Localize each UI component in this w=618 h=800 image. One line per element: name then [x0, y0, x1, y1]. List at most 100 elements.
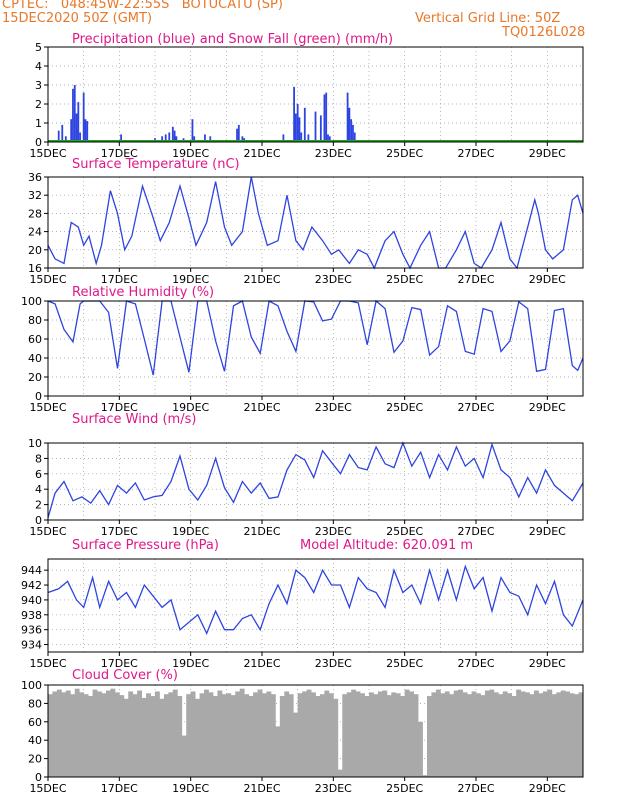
x-tick-label: 17DEC [101, 401, 138, 414]
precip-bar [298, 117, 301, 142]
y-tick-label: 60 [28, 333, 42, 346]
x-tick-label: 27DEC [457, 147, 494, 160]
cloud-bar [369, 692, 374, 777]
x-tick-label: 23DEC [315, 273, 352, 286]
cloud-bar [186, 694, 192, 777]
cloud-bar [65, 690, 71, 777]
y-tick-label: 16 [28, 262, 42, 275]
y-tick-label: 20 [28, 371, 42, 384]
x-tick-label: 23DEC [315, 147, 352, 160]
cloud-bar [177, 696, 183, 777]
y-tick-label: 944 [21, 564, 42, 577]
cloud-bar [159, 698, 165, 777]
x-tick-label: 27DEC [457, 657, 494, 670]
cloud-bar [426, 696, 432, 777]
panel-title: Surface Pressure (hPa) [72, 538, 219, 553]
cloud-bar [288, 694, 294, 777]
cloud-bar [560, 690, 566, 777]
cloud-bar [574, 694, 579, 777]
x-tick-label: 17DEC [101, 273, 138, 286]
panel-1: 16 20 24 28 32 36 15DEC 17DEC 19DEC 21DEC 23DEC 25D… [28, 157, 584, 286]
cloud-bar [538, 693, 544, 777]
y-tick-label: 36 [28, 171, 42, 184]
y-tick-label: 3 [35, 79, 42, 92]
y-tick-label: 0 [35, 514, 42, 527]
cloud-bar [377, 691, 383, 777]
cloud-bar [302, 691, 307, 777]
y-tick-label: 20 [28, 244, 42, 257]
x-tick-label: 15DEC [29, 401, 66, 414]
y-tick-label: 32 [28, 189, 42, 202]
cloud-bar [489, 689, 495, 777]
cloud-bar [467, 694, 472, 777]
cloud-bar [364, 696, 370, 777]
panel-title: Surface Temperature (nC) [72, 157, 240, 172]
cloud-bar [386, 695, 392, 777]
y-tick-label: 936 [21, 624, 42, 637]
cloud-bar [217, 690, 223, 777]
cloud-bar [346, 692, 352, 777]
panel-title: Cloud Cover (%) [72, 668, 178, 683]
x-tick-label: 19DEC [172, 657, 209, 670]
precip-bar [293, 86, 295, 142]
x-tick-label: 27DEC [457, 525, 494, 538]
precip-bar [64, 136, 67, 142]
cloud-bar [172, 689, 178, 777]
panel-frame [47, 300, 584, 397]
y-tick-label: 100 [21, 679, 42, 692]
panel-frame [47, 558, 584, 653]
y-tick-label: 24 [28, 226, 42, 239]
cloud-bar [150, 696, 156, 777]
cloud-bar [79, 692, 85, 777]
precip-bar [282, 134, 285, 142]
cloud-bar [212, 696, 218, 777]
y-tick-label: 4 [35, 483, 42, 496]
cloud-bar [101, 693, 107, 777]
cloud-bar [70, 694, 76, 777]
x-tick-label: 17DEC [101, 782, 138, 795]
cloud-bar [337, 769, 343, 777]
precip-bar [346, 92, 349, 142]
x-tick-label: 29DEC [529, 401, 566, 414]
precip-bar [327, 134, 329, 142]
y-tick-label: 10 [28, 437, 42, 450]
cloud-bar [226, 693, 232, 777]
cloud-bar [132, 694, 138, 777]
cloud-bar [297, 693, 303, 777]
cloud-bar [248, 696, 254, 777]
panel-frame [47, 684, 584, 778]
y-tick-label: 100 [21, 295, 42, 308]
cloud-bar [422, 775, 428, 777]
x-tick-label: 15DEC [29, 525, 66, 538]
cloud-bar [507, 693, 513, 777]
cloud-bar [155, 691, 160, 777]
cloud-bar [471, 691, 477, 777]
cloud-bar [542, 691, 548, 777]
y-tick-label: 60 [28, 716, 42, 729]
series-line [47, 299, 584, 376]
cloud-bar [56, 689, 62, 777]
cloud-bar [168, 692, 174, 777]
cloud-bar [533, 690, 539, 777]
cloud-bar [373, 694, 379, 777]
cloud-bar [83, 694, 89, 777]
precip-bar [350, 119, 353, 142]
cloud-bar [284, 691, 290, 777]
precip-bar [303, 107, 306, 142]
cloud-bar [516, 689, 521, 777]
series-line [47, 564, 584, 636]
x-tick-label: 29DEC [529, 273, 566, 286]
cloud-bar [74, 688, 80, 777]
y-tick-label: 8 [35, 452, 42, 465]
cloud-bar [181, 735, 187, 777]
cloud-bar [400, 696, 406, 777]
x-tick-label: 23DEC [315, 657, 352, 670]
cloud-bar [333, 698, 339, 777]
x-tick-label: 19DEC [172, 525, 209, 538]
series-line [47, 176, 584, 270]
cloud-bar [137, 690, 143, 777]
panel-5: 0 20 40 60 80 100 15DEC 17DEC 19DEC 21DEC 23DEC 25D… [21, 668, 584, 795]
cloud-bar [360, 693, 365, 777]
cloud-bar [565, 691, 571, 777]
precip-bar [164, 134, 167, 142]
